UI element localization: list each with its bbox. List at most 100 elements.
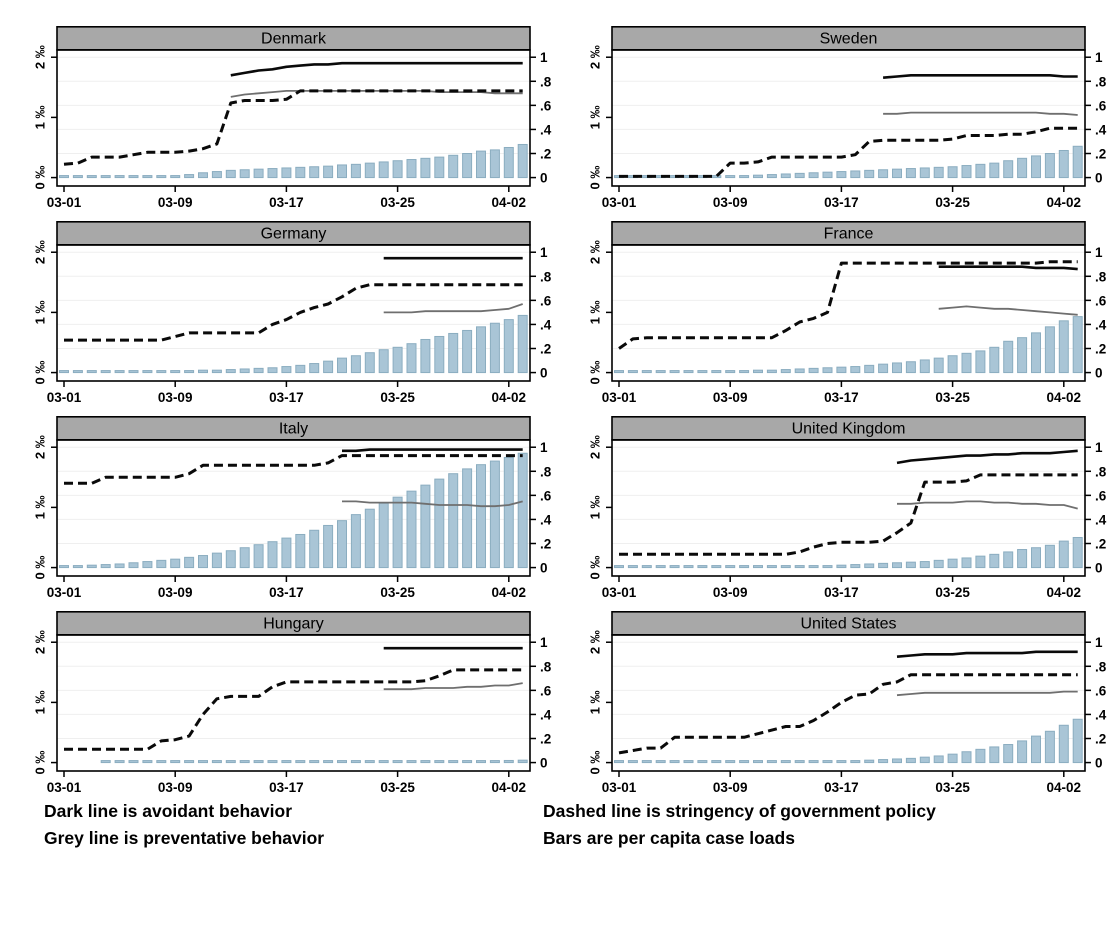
case-bars: [59, 452, 528, 569]
x-axis-tick-label: 03-25: [935, 195, 970, 210]
plot-area: [612, 50, 1085, 186]
left-y-axis: 0 ‰ 1 ‰ 2 ‰: [33, 435, 57, 579]
avoidant-line: [882, 74, 1078, 79]
gridlines: [57, 641, 530, 740]
right-axis-tick-label: .4: [540, 122, 552, 137]
right-axis-tick-label: .6: [1095, 293, 1107, 308]
left-axis-tick-label: 2 ‰: [33, 435, 48, 459]
right-axis-tick-label: .4: [1095, 512, 1107, 527]
chart-title: Hungary: [263, 616, 323, 633]
chart-panel-france: France 0 ‰ 1 ‰ 2 ‰ 0 .2 .4 .6 .8 1 03-01 03-09 03-17…: [555, 221, 1109, 411]
left-axis-tick-label: 0 ‰: [588, 556, 603, 580]
x-axis-tick-label: 03-09: [713, 390, 748, 405]
right-axis-tick-label: .4: [540, 512, 552, 527]
x-axis-tick-label: 03-01: [47, 195, 82, 210]
right-axis-tick-label: 1: [1095, 635, 1103, 650]
x-axis-tick-label: 03-01: [47, 390, 82, 405]
right-axis-tick-label: .6: [1095, 683, 1107, 698]
x-axis-tick-label: 03-01: [602, 585, 637, 600]
legend-left-column: Dark line is avoidant behavior Grey line…: [44, 798, 543, 852]
title-bar: [611, 26, 1086, 51]
x-axis-tick-label: 03-17: [824, 780, 859, 795]
chart-panel-germany: Germany 0 ‰ 1 ‰ 2 ‰ 0 .2 .4 .6 .8 1 03-01 03-09 03-1…: [0, 221, 554, 411]
left-axis-tick-label: 2 ‰: [33, 45, 48, 69]
x-axis-tick-label: 03-09: [158, 585, 193, 600]
left-y-axis: 0 ‰ 1 ‰ 2 ‰: [588, 240, 612, 384]
title-bar: [56, 221, 531, 246]
chart-title: Germany: [261, 226, 327, 243]
left-axis-tick-label: 0 ‰: [588, 166, 603, 190]
left-y-axis: 0 ‰ 1 ‰ 2 ‰: [33, 45, 57, 189]
left-axis-tick-label: 2 ‰: [33, 240, 48, 264]
right-axis-tick-label: 0: [1095, 171, 1103, 186]
chart-title: Italy: [279, 421, 308, 438]
avoidant-line: [896, 650, 1078, 658]
x-axis-tick-label: 03-25: [380, 195, 415, 210]
right-axis-tick-label: .8: [540, 74, 552, 89]
left-axis-tick-label: 1 ‰: [33, 690, 48, 714]
left-axis-tick-label: 1 ‰: [588, 690, 603, 714]
left-axis-tick-label: 1 ‰: [33, 300, 48, 324]
right-y-axis: 0 .2 .4 .6 .8 1: [1085, 440, 1107, 576]
preventative-line: [896, 690, 1078, 697]
right-y-axis: 0 .2 .4 .6 .8 1: [1085, 50, 1107, 186]
chart-title: United Kingdom: [792, 421, 906, 438]
right-axis-tick-label: .2: [1095, 147, 1106, 162]
left-axis-tick-label: 2 ‰: [33, 630, 48, 654]
x-axis-tick-label: 04-02: [492, 585, 527, 600]
title-bar: [611, 221, 1086, 246]
stringency-line: [64, 454, 523, 485]
case-bars: [614, 718, 1083, 764]
x-axis: 03-01 03-09 03-17 03-25 04-02: [602, 771, 1081, 795]
x-axis-tick-label: 04-02: [492, 195, 527, 210]
case-bars: [59, 143, 528, 179]
gridlines: [612, 641, 1085, 740]
plot-area: [612, 245, 1085, 381]
left-axis-tick-label: 2 ‰: [588, 45, 603, 69]
preventative-line: [342, 500, 523, 508]
plot-area: [612, 635, 1085, 771]
x-axis-tick-label: 04-02: [492, 780, 527, 795]
stringency-line: [63, 89, 523, 166]
right-axis-tick-label: 1: [1095, 245, 1103, 260]
right-axis-tick-label: 1: [540, 245, 548, 260]
chart-panel-denmark: Denmark 0 ‰ 1 ‰ 2 ‰ 0 .2 .4 .6 .8 1 03-01 03-09 03-1…: [0, 26, 554, 216]
x-axis-tick-label: 04-02: [492, 390, 527, 405]
right-axis-tick-label: .6: [540, 488, 552, 503]
right-axis-tick-label: .8: [1095, 74, 1107, 89]
right-axis-tick-label: 1: [1095, 440, 1103, 455]
left-axis-tick-label: 2 ‰: [588, 630, 603, 654]
chart-panel-united-kingdom: United Kingdom 0 ‰ 1 ‰ 2 ‰ 0.2.4.6.8 1 03-01 03…: [555, 416, 1109, 606]
right-axis-tick-label: .2: [540, 147, 551, 162]
right-axis-tick-label: .6: [1095, 98, 1107, 113]
right-axis-tick-label: .6: [540, 98, 552, 113]
right-y-axis: 0 .2 .4 .6 .8 1: [530, 50, 552, 186]
left-axis-tick-label: 1 ‰: [33, 495, 48, 519]
x-axis-tick-label: 03-09: [158, 195, 193, 210]
right-y-axis: 0 .2 .4 .6 .8 1: [530, 440, 552, 576]
preventative-line: [938, 305, 1078, 316]
x-axis-tick-label: 03-25: [380, 390, 415, 405]
charts-grid: Denmark 0 ‰ 1 ‰ 2 ‰ 0 .2 .4 .6 .8 1 03-01 03-09 03-1…: [0, 26, 1109, 806]
right-axis-tick-label: .2: [1095, 342, 1106, 357]
plot-area: [57, 440, 530, 576]
chart-panel-hungary: Hungary 0 ‰ 1 ‰ 2 ‰ 0 .2 .4 .6 .8 1 03-01 03-09 03-1…: [0, 611, 554, 801]
right-axis-tick-label: 1: [540, 440, 548, 455]
legend-line-stringency: Dashed line is stringency of government …: [543, 801, 936, 821]
preventative-line: [230, 90, 523, 98]
legend-line-cases: Bars are per capita case loads: [543, 828, 795, 848]
x-axis-tick-label: 03-09: [713, 585, 748, 600]
hungary-chart-svg: Hungary 0 ‰ 1 ‰ 2 ‰ 0 .2 .4 .6 .8 1 03-01 03-09 03-1…: [33, 611, 552, 795]
plot-area: [57, 50, 530, 186]
x-axis-tick-label: 03-01: [47, 780, 82, 795]
chart-title: United States: [800, 616, 896, 633]
x-axis: 03-01 03-09 03-17 03-25 04-02: [602, 381, 1081, 405]
right-axis-tick-label: .6: [1095, 488, 1107, 503]
right-axis-tick-label: 0: [540, 171, 548, 186]
right-axis-tick-label: .8: [1095, 659, 1107, 674]
x-axis-tick-label: 03-17: [269, 780, 304, 795]
case-bars: [100, 759, 528, 764]
left-axis-tick-label: 0 ‰: [33, 751, 48, 775]
